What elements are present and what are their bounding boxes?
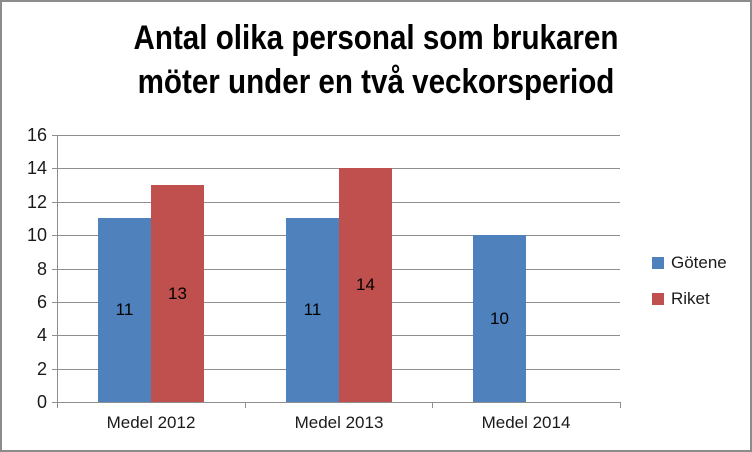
gridline-y-12 [57,202,620,203]
legend-label-gotene: Götene [671,253,727,272]
chart-title-line-2: möter under en två veckorsperiod [137,63,615,101]
gridline-y-14 [57,168,620,169]
y-axis-line [57,135,58,408]
bar-riket-medel-2012 [151,185,204,402]
x-axis-label-medel-2013: Medel 2013 [294,413,384,432]
gridline-y-16 [57,135,620,136]
x-axis-tick-2 [432,402,433,408]
bar-label-gotene-medel-2013: 11 [303,300,322,319]
bar-riket-medel-2013 [339,168,392,402]
x-axis-tick-0 [57,402,58,408]
y-axis-label-12: 12 [26,192,47,212]
x-axis-label-medel-2012: Medel 2012 [106,413,196,432]
chart-title-line-1: Antal olika personal som brukaren [133,19,619,57]
y-axis-label-14: 14 [26,158,47,178]
y-axis-tick-12 [52,202,57,203]
y-axis-tick-6 [52,302,57,303]
y-axis-label-10: 10 [26,225,47,245]
legend-item-riket: Riket [652,289,710,309]
bar-gotene-medel-2014 [473,235,526,402]
y-axis-label-16: 16 [26,125,47,145]
y-axis-tick-4 [52,335,57,336]
y-axis-label-0: 0 [36,392,47,412]
legend-swatch-gotene [652,257,664,269]
x-axis-tick-1 [245,402,246,408]
y-axis-tick-2 [52,369,57,370]
bar-label-riket-medel-2013: 14 [356,275,375,294]
legend-swatch-riket [652,293,664,305]
y-axis-tick-0 [52,402,57,403]
y-axis-label-2: 2 [36,359,47,379]
y-axis-tick-8 [52,269,57,270]
chart-title: Antal olika personal som brukaren möter … [2,16,750,104]
legend-item-gotene: Götene [652,253,727,273]
bar-label-gotene-medel-2012: 11 [115,300,134,319]
x-axis-label-medel-2014: Medel 2014 [481,413,571,432]
bar-gotene-medel-2013 [286,218,339,402]
y-axis-label-6: 6 [36,292,47,312]
bar-label-gotene-medel-2014: 10 [490,309,509,328]
bar-label-riket-medel-2012: 13 [168,284,187,303]
y-axis-label-8: 8 [36,259,47,279]
y-axis-tick-10 [52,235,57,236]
legend-label-riket: Riket [671,289,710,308]
y-axis-tick-16 [52,135,57,136]
x-axis-line [57,402,620,403]
bar-gotene-medel-2012 [98,218,151,402]
y-axis-tick-14 [52,168,57,169]
y-axis-label-4: 4 [36,325,47,345]
x-axis-tick-3 [620,402,621,408]
